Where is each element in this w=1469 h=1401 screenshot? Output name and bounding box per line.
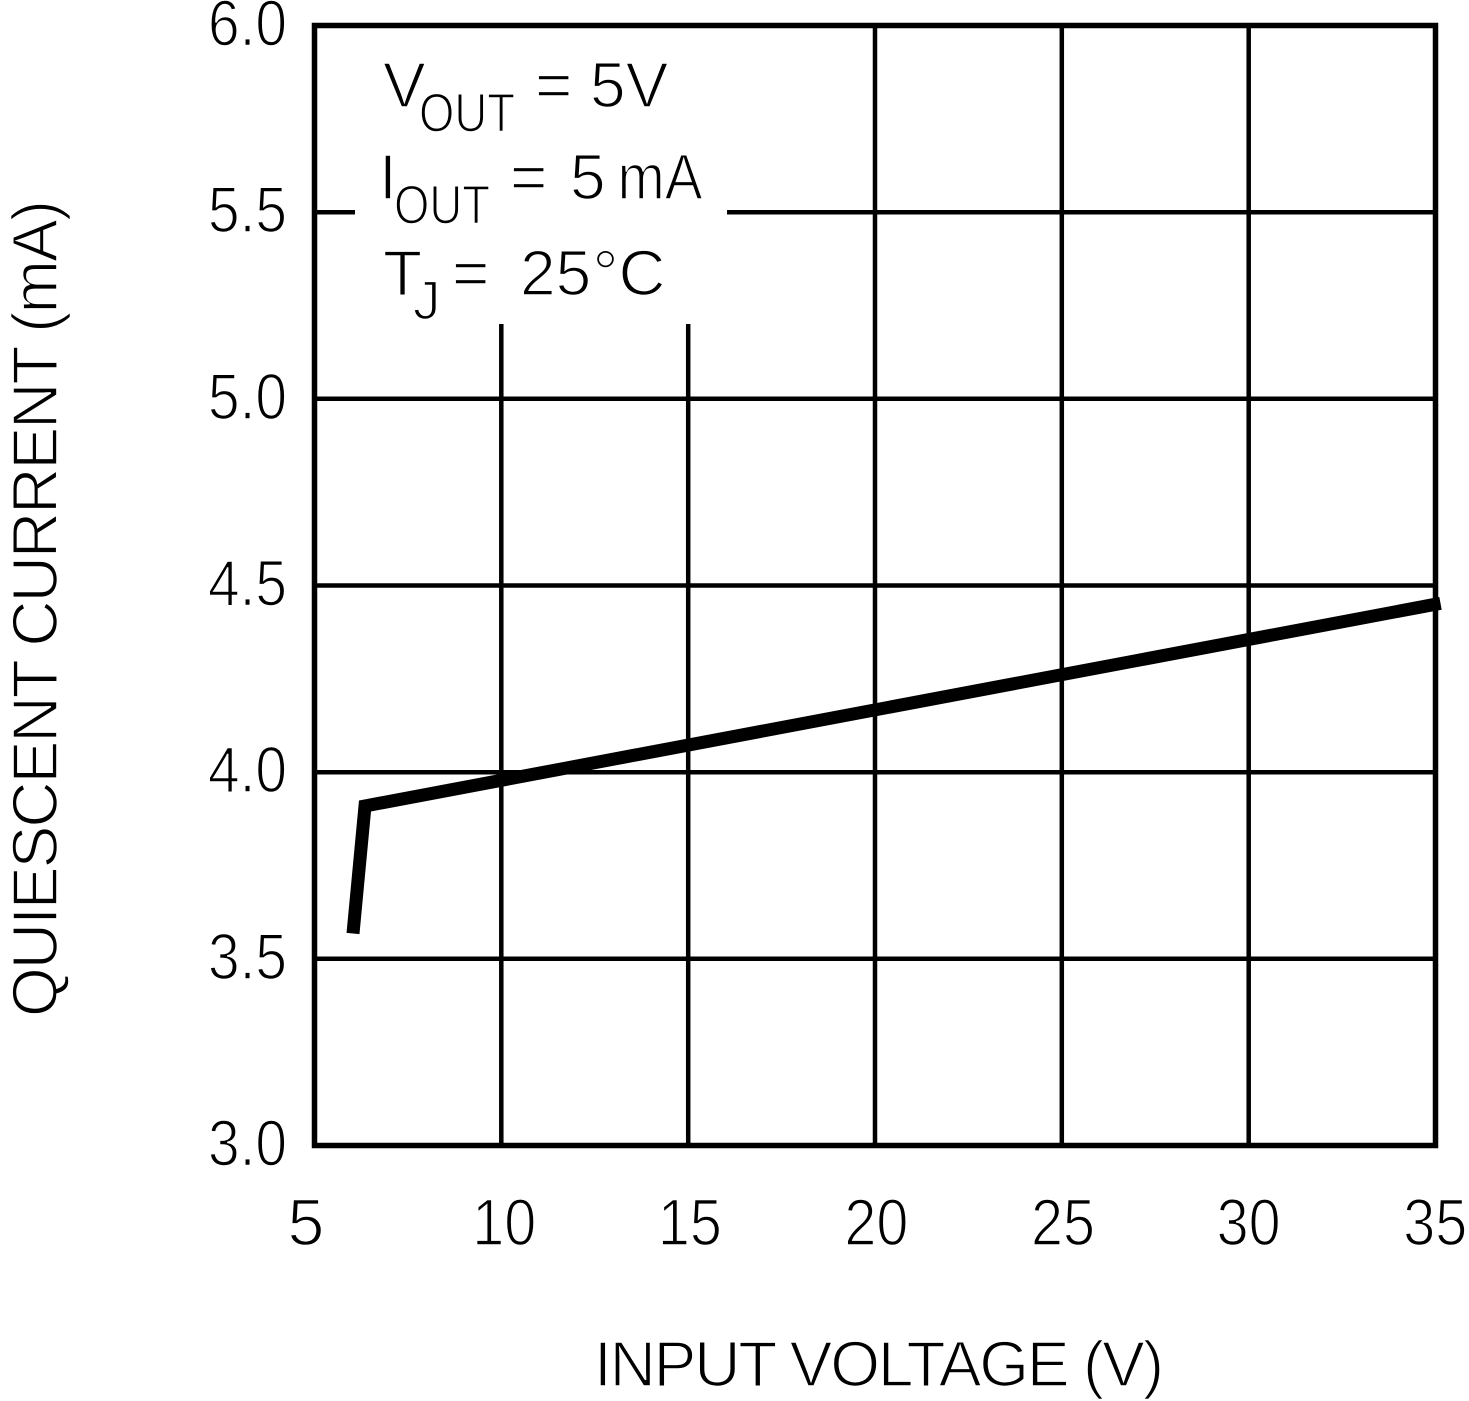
svg-text:10: 10: [472, 1185, 536, 1259]
svg-text:4.5: 4.5: [208, 547, 287, 620]
svg-text:=: =: [510, 141, 547, 213]
svg-text:20: 20: [844, 1185, 908, 1259]
svg-text:=: =: [535, 49, 572, 121]
svg-text:25: 25: [520, 237, 591, 309]
svg-text:35: 35: [1403, 1185, 1467, 1259]
svg-text:3.5: 3.5: [208, 920, 287, 993]
svg-text:30: 30: [1217, 1185, 1281, 1259]
svg-text:25: 25: [1031, 1185, 1095, 1259]
svg-text:5.5: 5.5: [208, 173, 287, 246]
svg-text:T: T: [383, 237, 422, 309]
svg-text:INPUT VOLTAGE (V): INPUT VOLTAGE (V): [594, 1328, 1164, 1400]
svg-text:V: V: [383, 49, 426, 121]
svg-text:5.0: 5.0: [208, 360, 287, 433]
svg-text:J: J: [413, 269, 441, 331]
svg-text:QUIESCENT CURRENT (mA): QUIESCENT CURRENT (mA): [0, 200, 71, 1017]
svg-text:OUT: OUT: [394, 174, 490, 236]
svg-text:I: I: [379, 141, 397, 213]
svg-text:6.0: 6.0: [208, 0, 287, 60]
svg-text:5: 5: [570, 141, 606, 213]
svg-text:15: 15: [658, 1185, 722, 1259]
svg-text:5: 5: [288, 1185, 325, 1259]
svg-text:5V: 5V: [590, 49, 669, 121]
svg-text:4.0: 4.0: [208, 733, 287, 806]
svg-text:°C: °C: [593, 237, 666, 309]
svg-text:OUT: OUT: [419, 82, 515, 144]
svg-text:3.0: 3.0: [208, 1107, 287, 1180]
svg-text:=: =: [452, 237, 489, 309]
svg-text:mA: mA: [618, 141, 703, 213]
